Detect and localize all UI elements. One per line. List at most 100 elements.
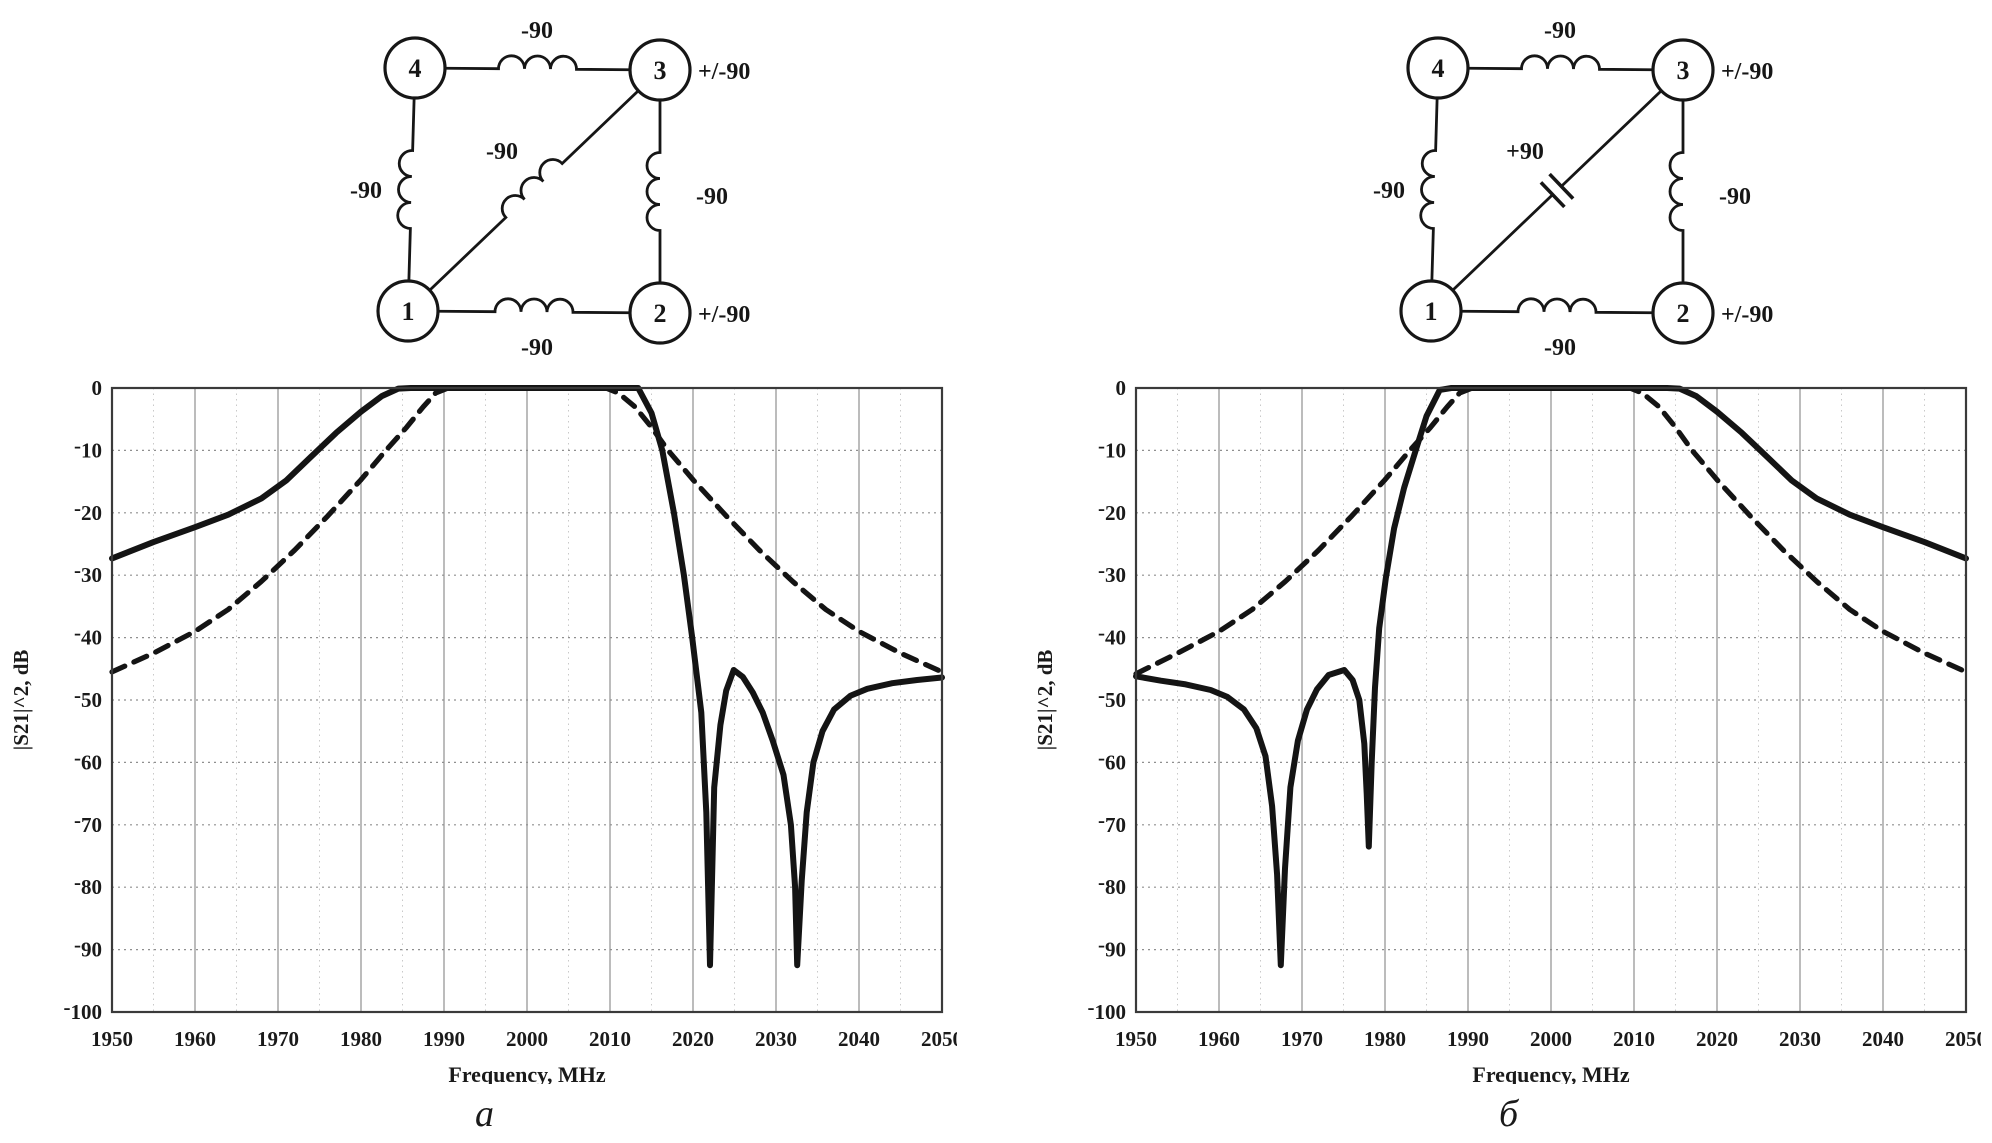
y-tick-label: -10 bbox=[74, 433, 102, 462]
panel-caption-b: б bbox=[1498, 1093, 1519, 1135]
edge-label-left: -90 bbox=[1373, 178, 1405, 204]
minus: - bbox=[64, 995, 71, 1019]
inductor-edge-diag bbox=[428, 89, 640, 292]
capacitor-icon bbox=[1539, 172, 1575, 209]
edge-label-right: -90 bbox=[1719, 184, 1751, 210]
resonator-node-3 bbox=[1651, 38, 1715, 102]
inductor-icon bbox=[1419, 97, 1439, 282]
solid-curve bbox=[109, 385, 945, 969]
minus: - bbox=[1098, 745, 1105, 769]
inductor-icon bbox=[1460, 297, 1654, 315]
minus: - bbox=[74, 745, 81, 769]
circuit-topology-diagram-b: -90 -90 -90 -90 +90 4 3 1 2 +/-90 +/-90 bbox=[1373, 18, 1773, 358]
num: 70 bbox=[81, 813, 102, 837]
y-tick-label: 0 bbox=[1116, 376, 1127, 400]
inductor-edge-right bbox=[645, 100, 662, 283]
port-phase-label-node-3: +/-90 bbox=[1721, 59, 1773, 85]
resonator-node-2 bbox=[1651, 281, 1715, 345]
num: 40 bbox=[81, 626, 102, 650]
edge-label-top: -90 bbox=[521, 18, 553, 44]
x-tick-label: 1970 bbox=[1281, 1027, 1323, 1051]
num: 60 bbox=[81, 750, 102, 774]
y-tick-label: 0 bbox=[92, 376, 103, 400]
y-tick-label: -40 bbox=[74, 621, 102, 650]
minus: - bbox=[74, 621, 81, 645]
minus: - bbox=[1098, 558, 1105, 582]
x-tick-label: 2030 bbox=[1779, 1027, 1821, 1051]
y-tick-label: -60 bbox=[1098, 745, 1126, 774]
y-tick-label: -10 bbox=[1098, 433, 1126, 462]
minus: - bbox=[1098, 933, 1105, 957]
num: 90 bbox=[1105, 938, 1126, 962]
y-axis-title: |S21|^2, dB bbox=[1036, 650, 1057, 751]
x-tick-label: 2010 bbox=[1613, 1027, 1655, 1051]
resonator-node-4 bbox=[1406, 36, 1470, 100]
num: 100 bbox=[1095, 1000, 1127, 1024]
x-tick-label: 2030 bbox=[755, 1027, 797, 1051]
node-label-1: 1 bbox=[1425, 297, 1438, 326]
y-tick-label: -70 bbox=[74, 808, 102, 837]
minus: - bbox=[1098, 870, 1105, 894]
minus: - bbox=[74, 933, 81, 957]
num: 40 bbox=[1105, 626, 1126, 650]
edge-label-bottom: -90 bbox=[1544, 335, 1576, 358]
x-tick-label: 2000 bbox=[506, 1027, 548, 1051]
node-label-3: 3 bbox=[654, 56, 667, 85]
y-tick-label: -50 bbox=[74, 683, 102, 712]
edge-label-right: -90 bbox=[696, 184, 728, 210]
x-tick-label: 2020 bbox=[1696, 1027, 1738, 1051]
minus: - bbox=[1098, 621, 1105, 645]
y-tick-label: -80 bbox=[1098, 870, 1126, 899]
inductor-edge-bottom bbox=[437, 297, 631, 315]
x-tick-label: 2040 bbox=[1862, 1027, 1904, 1051]
y-tick-label: -90 bbox=[1098, 933, 1126, 962]
dashed-curve bbox=[109, 385, 945, 675]
inductor-edge-right bbox=[1668, 100, 1685, 283]
y-tick-label: -40 bbox=[1098, 621, 1126, 650]
num: 30 bbox=[81, 563, 102, 587]
inductor-edge-left bbox=[396, 97, 416, 282]
inductor-icon bbox=[444, 54, 631, 72]
capacitor-wire bbox=[1451, 89, 1663, 292]
y-tick-label: -100 bbox=[1088, 995, 1127, 1024]
minus: - bbox=[1098, 496, 1105, 520]
minus: - bbox=[74, 870, 81, 894]
num: 90 bbox=[81, 938, 102, 962]
minus: - bbox=[1098, 433, 1105, 457]
num: 20 bbox=[81, 501, 102, 525]
num: 50 bbox=[81, 688, 102, 712]
edge-label-bottom: -90 bbox=[521, 335, 553, 358]
inductor-edge-top bbox=[1467, 54, 1654, 72]
minus: - bbox=[1098, 808, 1105, 832]
num: 20 bbox=[1105, 501, 1126, 525]
y-axis-title: |S21|^2, dB bbox=[12, 650, 33, 751]
x-tick-label: 1970 bbox=[257, 1027, 299, 1051]
x-tick-label: 2050 bbox=[1945, 1027, 1981, 1051]
inductor-icon bbox=[1668, 100, 1685, 283]
y-tick-label: -100 bbox=[64, 995, 103, 1024]
port-phase-label-node-3: +/-90 bbox=[698, 59, 750, 85]
num: 50 bbox=[1105, 688, 1126, 712]
num: 100 bbox=[71, 1000, 103, 1024]
edge-label-diag: +90 bbox=[1506, 139, 1544, 165]
port-phase-label-node-2: +/-90 bbox=[1721, 302, 1773, 328]
plot-border bbox=[110, 386, 944, 1014]
num: 30 bbox=[1105, 563, 1126, 587]
x-tick-label: 2000 bbox=[1530, 1027, 1572, 1051]
x-tick-label: 2020 bbox=[672, 1027, 714, 1051]
y-tick-label: -50 bbox=[1098, 683, 1126, 712]
node-label-2: 2 bbox=[654, 299, 667, 328]
node-label-4: 4 bbox=[409, 54, 422, 83]
x-tick-label: 2050 bbox=[921, 1027, 957, 1051]
x-tick-label: 2010 bbox=[589, 1027, 631, 1051]
inductor-icon bbox=[437, 297, 631, 315]
inductor-edge-top bbox=[444, 54, 631, 72]
minus: - bbox=[74, 808, 81, 832]
x-tick-label: 1950 bbox=[91, 1027, 133, 1051]
num: 10 bbox=[1105, 438, 1126, 462]
solid-curve bbox=[1133, 385, 1969, 969]
plot-border bbox=[1134, 386, 1968, 1014]
